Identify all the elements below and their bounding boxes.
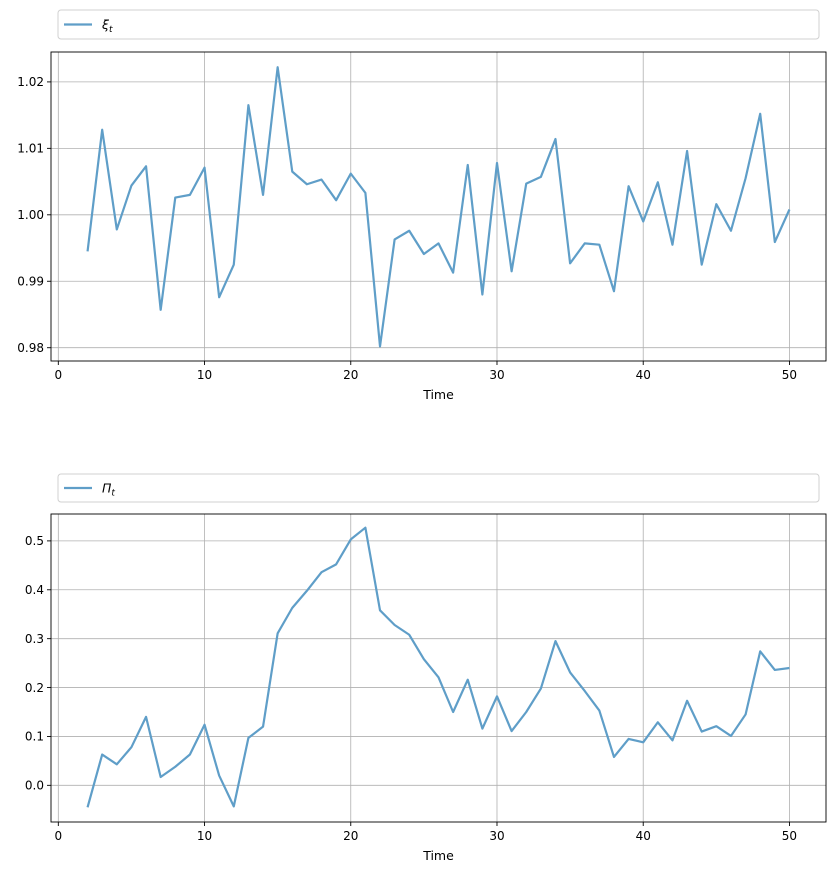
chart-1-y-tick-label-2: 1.00 [17, 208, 44, 222]
chart-1-legend-label-subscript-0: t [109, 25, 113, 35]
chart-1-y-tick-label-1: 0.99 [17, 275, 44, 289]
chart-2: 0 10 20 30 40 50 0.0 0.1 0.2 0.3 0.4 0.5 Time Πt [25, 473, 827, 863]
chart-2-y-tick-label-3: 0.3 [25, 632, 44, 646]
chart-1-legend: ξt [57, 9, 820, 40]
chart-2-legend: Πt [57, 473, 820, 503]
chart-2-x-tick-label-3: 30 [489, 829, 504, 843]
chart-2-x-axis-label: Time [422, 848, 454, 863]
chart-2-series-line-0 [86, 526, 790, 808]
chart-1-x-tick-label-3: 30 [489, 368, 504, 382]
chart-1-y-tick-label-4: 1.02 [17, 75, 44, 89]
chart-2-y-tick-label-4: 0.4 [25, 583, 44, 597]
chart-1-series-line-0 [86, 66, 791, 348]
chart-1-x-tick-label-4: 40 [636, 368, 651, 382]
chart-1-y-tick-label-0: 0.98 [17, 341, 44, 355]
chart-1: 0 10 20 30 40 50 0.98 0.99 1.00 1.01 1.02 Time ξt [17, 9, 827, 402]
chart-1-x-tick-label-1: 10 [197, 368, 212, 382]
chart-2-x-tick-label-2: 20 [343, 829, 358, 843]
chart-1-x-axis-label: Time [422, 387, 454, 402]
chart-2-x-tick-label-1: 10 [197, 829, 212, 843]
chart-1-legend-box [57, 9, 820, 40]
chart-2-y-tick-label-1: 0.1 [25, 730, 44, 744]
chart-1-legend-label-0: ξt [101, 17, 113, 35]
chart-1-x-tick-label-5: 50 [782, 368, 797, 382]
chart-2-y-tick-label-2: 0.2 [25, 681, 44, 695]
chart-2-y-tick-label-0: 0.0 [25, 779, 44, 793]
chart-2-y-tick-label-5: 0.5 [25, 534, 44, 548]
chart-1-x-tick-label-2: 20 [343, 368, 358, 382]
chart-1-x-tick-label-0: 0 [54, 368, 62, 382]
chart-2-x-tick-label-4: 40 [636, 829, 651, 843]
chart-2-x-tick-label-0: 0 [54, 829, 62, 843]
chart-2-x-tick-label-5: 50 [782, 829, 797, 843]
chart-1-axes-frame [50, 51, 827, 362]
chart-1-y-tick-label-3: 1.01 [17, 142, 44, 156]
chart-2-legend-box [57, 473, 820, 503]
chart-2-axes-frame [50, 513, 827, 823]
chart-2-legend-label-subscript-0: t [111, 489, 115, 499]
